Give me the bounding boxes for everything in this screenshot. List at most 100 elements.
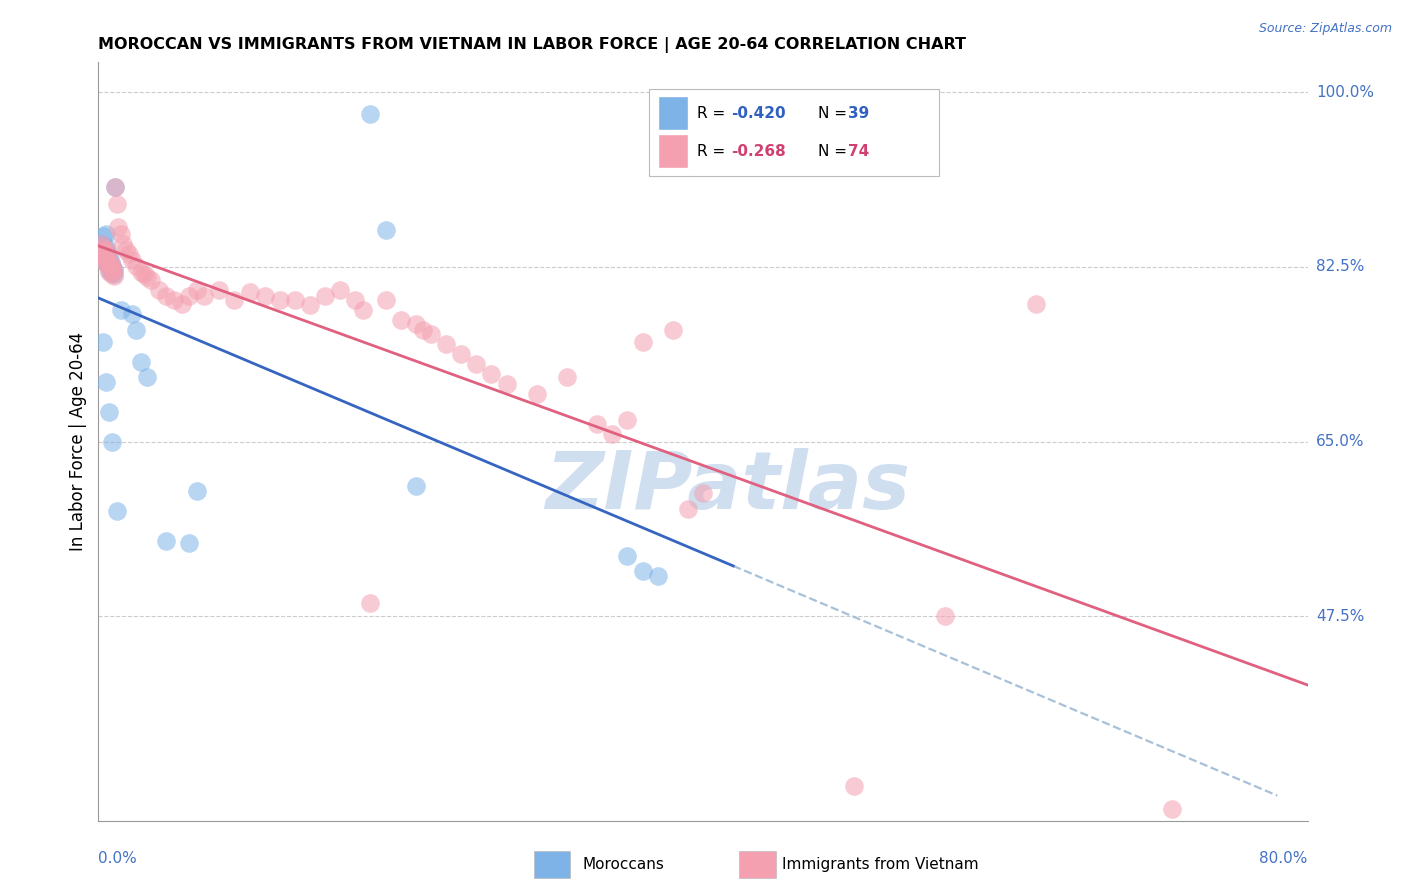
Point xyxy=(155,289,177,303)
Text: N =: N = xyxy=(818,144,852,159)
Text: R =: R = xyxy=(697,106,730,120)
Point xyxy=(481,367,503,381)
Point xyxy=(186,283,208,297)
Point xyxy=(96,257,118,271)
Point xyxy=(170,297,193,311)
Point xyxy=(352,302,374,317)
Point xyxy=(94,255,117,269)
Point xyxy=(93,239,115,253)
Point xyxy=(110,227,132,241)
Point xyxy=(118,247,141,261)
Point xyxy=(450,347,472,361)
Point xyxy=(98,249,121,263)
Point xyxy=(344,293,367,307)
Point xyxy=(186,484,208,499)
Point xyxy=(253,289,276,303)
Point xyxy=(98,263,121,277)
Point xyxy=(692,486,714,500)
Text: ZIPatlas: ZIPatlas xyxy=(544,448,910,526)
Point xyxy=(412,323,434,337)
Point xyxy=(90,237,112,252)
Text: 80.0%: 80.0% xyxy=(1260,851,1308,866)
Bar xyxy=(658,134,689,169)
Text: N =: N = xyxy=(818,106,852,120)
Point xyxy=(96,257,118,271)
Point xyxy=(148,283,170,297)
Point xyxy=(676,502,699,516)
Point xyxy=(114,243,136,257)
Point xyxy=(94,227,117,241)
Point xyxy=(111,237,134,252)
Point xyxy=(208,283,231,297)
Point xyxy=(100,257,122,271)
Point xyxy=(98,252,121,267)
Point xyxy=(141,273,163,287)
Point xyxy=(526,386,548,401)
Text: 74: 74 xyxy=(848,144,869,159)
Point xyxy=(103,267,125,281)
Point xyxy=(100,265,122,279)
Point xyxy=(602,426,624,441)
Point xyxy=(224,293,246,307)
Point xyxy=(107,220,129,235)
Bar xyxy=(648,89,939,177)
Point xyxy=(129,355,152,369)
Point xyxy=(616,412,638,426)
Point xyxy=(405,479,427,493)
Point xyxy=(135,369,157,384)
Point xyxy=(420,326,443,341)
Point xyxy=(844,779,866,793)
Text: Immigrants from Vietnam: Immigrants from Vietnam xyxy=(782,857,979,872)
Point xyxy=(101,259,124,273)
Point xyxy=(631,564,654,578)
Point xyxy=(179,289,201,303)
Point xyxy=(103,268,125,283)
Point xyxy=(374,223,396,237)
Point xyxy=(129,265,152,279)
Point xyxy=(631,334,654,349)
Point xyxy=(329,283,352,297)
Point xyxy=(193,289,215,303)
Point xyxy=(90,237,112,252)
Point xyxy=(91,229,114,244)
Point xyxy=(100,255,122,269)
Point xyxy=(121,252,143,267)
Point xyxy=(104,180,127,194)
Point xyxy=(360,107,382,121)
Point xyxy=(586,417,609,431)
Text: -0.420: -0.420 xyxy=(731,106,786,120)
Text: 82.5%: 82.5% xyxy=(1316,260,1364,275)
Point xyxy=(93,243,115,257)
Point xyxy=(100,263,122,277)
Point xyxy=(121,307,143,321)
Point xyxy=(101,265,124,279)
Point xyxy=(105,504,128,518)
Point xyxy=(110,302,132,317)
Point xyxy=(179,536,201,550)
Point xyxy=(93,252,115,267)
Point xyxy=(91,250,114,264)
Point xyxy=(125,323,148,337)
Point xyxy=(94,249,117,263)
Point xyxy=(101,260,124,274)
Point xyxy=(389,313,412,327)
Point xyxy=(91,240,114,254)
Point xyxy=(93,255,115,269)
Point xyxy=(616,549,638,564)
Point xyxy=(89,250,111,264)
Text: 39: 39 xyxy=(848,106,869,120)
Point xyxy=(89,247,111,261)
Text: 0.0%: 0.0% xyxy=(98,851,138,866)
Point xyxy=(647,569,669,583)
Point xyxy=(101,434,124,449)
Text: R =: R = xyxy=(697,144,730,159)
Point xyxy=(96,249,118,263)
Point xyxy=(103,263,125,277)
Point xyxy=(405,317,427,331)
Point xyxy=(132,267,155,281)
Point xyxy=(103,263,125,277)
Bar xyxy=(740,851,776,878)
Y-axis label: In Labor Force | Age 20-64: In Labor Force | Age 20-64 xyxy=(69,332,87,551)
Bar xyxy=(658,96,689,130)
Point xyxy=(94,375,117,389)
